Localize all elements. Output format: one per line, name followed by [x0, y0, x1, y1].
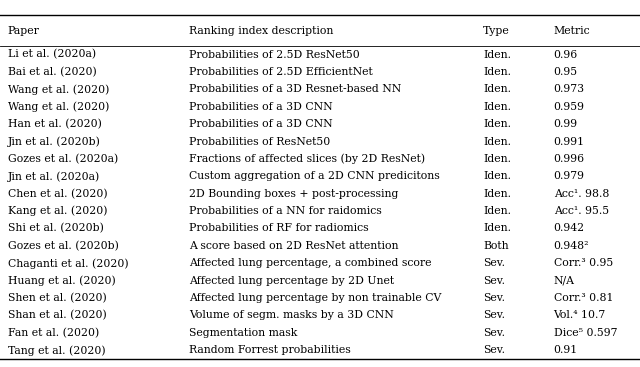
- Text: Sev.: Sev.: [483, 293, 505, 303]
- Text: Corr.³ 0.95: Corr.³ 0.95: [554, 258, 613, 268]
- Text: Jin et al. (2020b): Jin et al. (2020b): [8, 136, 100, 147]
- Text: 0.95: 0.95: [554, 67, 578, 77]
- Text: Gozes et al. (2020b): Gozes et al. (2020b): [8, 241, 118, 251]
- Text: Shan et al. (2020): Shan et al. (2020): [8, 310, 106, 321]
- Text: Kang et al. (2020): Kang et al. (2020): [8, 206, 107, 217]
- Text: Affected lung percentage by 2D Unet: Affected lung percentage by 2D Unet: [189, 276, 394, 286]
- Text: Shen et al. (2020): Shen et al. (2020): [8, 293, 106, 303]
- Text: Wang et al. (2020): Wang et al. (2020): [8, 101, 109, 112]
- Text: 0.948²: 0.948²: [554, 241, 589, 251]
- Text: Iden.: Iden.: [483, 189, 511, 199]
- Text: Jin et al. (2020a): Jin et al. (2020a): [8, 171, 100, 182]
- Text: Iden.: Iden.: [483, 154, 511, 164]
- Text: Iden.: Iden.: [483, 206, 511, 216]
- Text: N/A: N/A: [554, 276, 575, 286]
- Text: 0.942: 0.942: [554, 224, 585, 233]
- Text: Iden.: Iden.: [483, 102, 511, 112]
- Text: 0.96: 0.96: [554, 50, 578, 59]
- Text: Affected lung percentage by non trainable CV: Affected lung percentage by non trainabl…: [189, 293, 441, 303]
- Text: Metric: Metric: [554, 26, 590, 36]
- Text: Chen et al. (2020): Chen et al. (2020): [8, 189, 108, 199]
- Text: Tang et al. (2020): Tang et al. (2020): [8, 345, 106, 356]
- Text: Corr.³ 0.81: Corr.³ 0.81: [554, 293, 613, 303]
- Text: Iden.: Iden.: [483, 50, 511, 59]
- Text: Han et al. (2020): Han et al. (2020): [8, 119, 102, 129]
- Text: 0.973: 0.973: [554, 84, 585, 94]
- Text: Segmentation mask: Segmentation mask: [189, 328, 297, 338]
- Text: Ranking index description: Ranking index description: [189, 26, 333, 36]
- Text: Acc¹. 95.5: Acc¹. 95.5: [554, 206, 609, 216]
- Text: Shi et al. (2020b): Shi et al. (2020b): [8, 224, 104, 234]
- Text: Probabilities of a 3D CNN: Probabilities of a 3D CNN: [189, 102, 332, 112]
- Text: Type: Type: [483, 26, 510, 36]
- Text: Wang et al. (2020): Wang et al. (2020): [8, 84, 109, 95]
- Text: Probabilities of ResNet50: Probabilities of ResNet50: [189, 137, 330, 146]
- Text: Probabilities of a 3D CNN: Probabilities of a 3D CNN: [189, 119, 332, 129]
- Text: Both: Both: [483, 241, 509, 251]
- Text: Iden.: Iden.: [483, 84, 511, 94]
- Text: Chaganti et al. (2020): Chaganti et al. (2020): [8, 258, 128, 269]
- Text: Iden.: Iden.: [483, 171, 511, 181]
- Text: Dice⁵ 0.597: Dice⁵ 0.597: [554, 328, 617, 338]
- Text: Iden.: Iden.: [483, 119, 511, 129]
- Text: Sev.: Sev.: [483, 276, 505, 286]
- Text: Probabilities of 2.5D EfficientNet: Probabilities of 2.5D EfficientNet: [189, 67, 372, 77]
- Text: Paper: Paper: [8, 26, 40, 36]
- Text: Sev.: Sev.: [483, 310, 505, 320]
- Text: 0.996: 0.996: [554, 154, 585, 164]
- Text: Bai et al. (2020): Bai et al. (2020): [8, 67, 97, 77]
- Text: Fan et al. (2020): Fan et al. (2020): [8, 328, 99, 338]
- Text: Probabilities of 2.5D ResNet50: Probabilities of 2.5D ResNet50: [189, 50, 360, 59]
- Text: 0.979: 0.979: [554, 171, 584, 181]
- Text: Affected lung percentage, a combined score: Affected lung percentage, a combined sco…: [189, 258, 431, 268]
- Text: Iden.: Iden.: [483, 137, 511, 146]
- Text: Sev.: Sev.: [483, 345, 505, 355]
- Text: Volume of segm. masks by a 3D CNN: Volume of segm. masks by a 3D CNN: [189, 310, 394, 320]
- Text: A score based on 2D ResNet attention: A score based on 2D ResNet attention: [189, 241, 398, 251]
- Text: Probabilities of RF for radiomics: Probabilities of RF for radiomics: [189, 224, 369, 233]
- Text: Gozes et al. (2020a): Gozes et al. (2020a): [8, 154, 118, 164]
- Text: Sev.: Sev.: [483, 328, 505, 338]
- Text: Iden.: Iden.: [483, 67, 511, 77]
- Text: 0.91: 0.91: [554, 345, 578, 355]
- Text: Sev.: Sev.: [483, 258, 505, 268]
- Text: Probabilities of a 3D Resnet-based NN: Probabilities of a 3D Resnet-based NN: [189, 84, 401, 94]
- Text: 0.991: 0.991: [554, 137, 585, 146]
- Text: 0.959: 0.959: [554, 102, 584, 112]
- Text: Acc¹. 98.8: Acc¹. 98.8: [554, 189, 609, 199]
- Text: Vol.⁴ 10.7: Vol.⁴ 10.7: [554, 310, 606, 320]
- Text: Probabilities of a NN for raidomics: Probabilities of a NN for raidomics: [189, 206, 381, 216]
- Text: Iden.: Iden.: [483, 224, 511, 233]
- Text: Huang et al. (2020): Huang et al. (2020): [8, 275, 115, 286]
- Text: 2D Bounding boxes + post-processing: 2D Bounding boxes + post-processing: [189, 189, 398, 199]
- Text: 0.99: 0.99: [554, 119, 578, 129]
- Text: Li et al. (2020a): Li et al. (2020a): [8, 50, 96, 60]
- Text: Random Forrest probabilities: Random Forrest probabilities: [189, 345, 351, 355]
- Text: Fractions of affected slices (by 2D ResNet): Fractions of affected slices (by 2D ResN…: [189, 154, 425, 164]
- Text: Custom aggregation of a 2D CNN predicitons: Custom aggregation of a 2D CNN predicito…: [189, 171, 440, 181]
